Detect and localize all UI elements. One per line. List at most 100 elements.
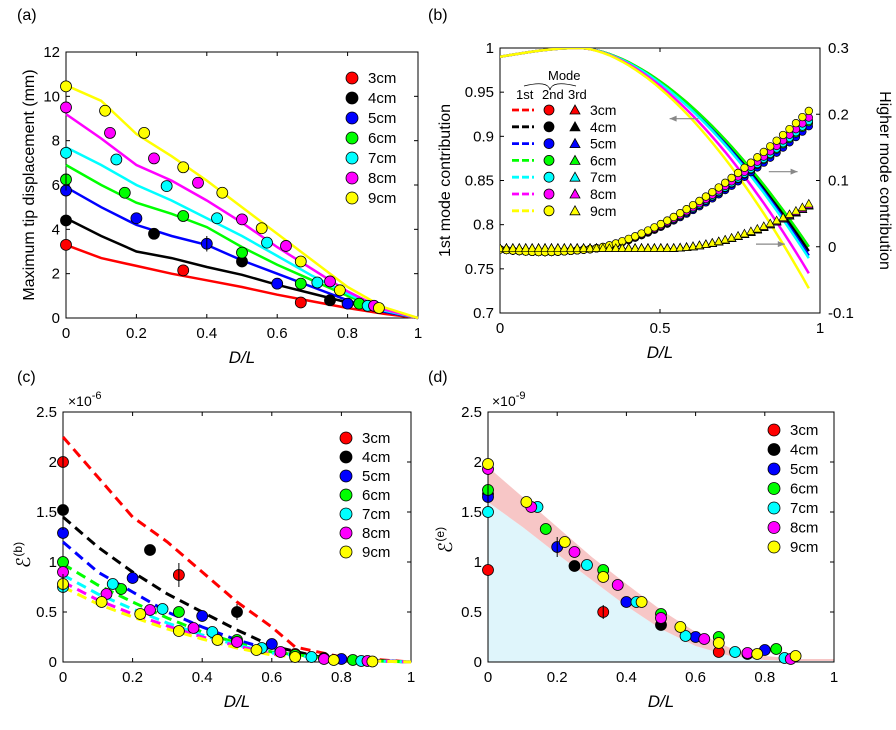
series-dashed-line-8cm — [62, 580, 412, 664]
data-point-6cm — [236, 246, 248, 259]
data-point-9cm — [99, 104, 111, 117]
third-mode-point-9cm — [565, 243, 576, 252]
legend-label: 7cm — [368, 150, 396, 167]
third-mode-point-9cm — [765, 218, 775, 228]
series-dashed-line-3cm — [61, 436, 412, 664]
third-mode-point-9cm — [546, 243, 557, 252]
y-right-tick-label: 0 — [828, 239, 836, 256]
data-point-9cm — [520, 496, 533, 508]
y-tick-label: 0.95 — [465, 84, 494, 101]
y-tick-label: 0 — [52, 310, 60, 327]
second-mode-point-9cm — [798, 112, 807, 122]
second-mode-point-9cm — [804, 106, 813, 116]
y-tick-label: 0 — [49, 654, 57, 671]
x-tick-label: 1 — [407, 669, 415, 686]
data-point-9cm — [789, 650, 802, 662]
data-point-7cm — [60, 146, 72, 159]
second-mode-point-9cm — [708, 187, 717, 197]
legend-label: 4cm — [362, 449, 390, 466]
second-mode-point-9cm — [695, 196, 704, 206]
y-right-tick-label: -0.1 — [828, 305, 854, 322]
second-mode-point-9cm — [675, 208, 685, 218]
y-tick-label: 2 — [474, 454, 482, 471]
x-tick-label: 1 — [414, 325, 422, 342]
third-mode-point-9cm — [611, 243, 621, 252]
data-point-9cm — [250, 644, 263, 656]
data-point-7cm — [106, 578, 119, 590]
data-point-8cm — [741, 647, 754, 659]
legend-label: 3cm — [790, 422, 818, 439]
second-mode-point-9cm — [727, 173, 736, 183]
second-mode-point-9cm — [740, 163, 749, 173]
y-tick-label: 0 — [474, 654, 482, 671]
x-tick-label: 0 — [496, 320, 504, 337]
x-tick-label: 0.8 — [337, 325, 358, 342]
data-point-5cm — [271, 277, 284, 290]
third-mode-point-9cm — [694, 240, 705, 250]
third-mode-point-9cm — [746, 226, 756, 235]
data-point-6cm — [118, 186, 131, 199]
third-mode-point-9cm — [572, 243, 582, 252]
legend-marker — [339, 469, 353, 483]
y-tick-label: 0.5 — [36, 604, 57, 621]
exponent-base: ×10 — [492, 393, 516, 409]
data-point-7cm — [305, 651, 318, 663]
legend-marker — [767, 501, 781, 515]
series-line-9cm — [65, 84, 419, 320]
series-dashed-line-9cm — [62, 585, 412, 664]
y-tick-label: 1.5 — [36, 504, 57, 521]
legend-marker — [345, 131, 359, 145]
legend-marker — [339, 488, 353, 502]
second-mode-point-9cm — [701, 192, 711, 201]
x-tick-label: 0.8 — [331, 669, 352, 686]
series-line-7cm — [65, 146, 419, 320]
data-point-8cm — [318, 653, 330, 665]
third-mode-point-9cm — [804, 198, 814, 208]
third-mode-point-9cm — [527, 243, 537, 252]
second-mode-point-9cm — [663, 216, 672, 225]
y-axis-superscript: (b) — [11, 542, 25, 557]
data-point-3cm — [60, 238, 72, 251]
x-tick-label: 0 — [62, 325, 70, 342]
second-mode-point-9cm — [721, 178, 730, 187]
third-mode-point-9cm — [662, 243, 673, 252]
third-mode-point-9cm — [501, 243, 512, 252]
legend-marker — [543, 104, 555, 116]
lower-shaded-area — [488, 502, 834, 662]
second-mode-point-9cm — [656, 219, 665, 229]
data-point-4cm — [148, 227, 160, 240]
data-point-5cm — [620, 596, 633, 608]
exponent-base: ×10 — [68, 393, 92, 409]
legend-label: 4cm — [790, 442, 818, 459]
legend-label: 5cm — [790, 461, 818, 478]
legend-label: 3cm — [362, 430, 390, 447]
y-right-tick-label: 0.3 — [828, 40, 849, 57]
y-axis-label: ℰ(e) — [433, 527, 457, 553]
y-tick-label: 6 — [52, 177, 60, 194]
plot-frame-top — [487, 411, 835, 663]
data-point-6cm — [177, 210, 190, 222]
panel-4: (d) 0 0.2 0.4 0.6 0.8 1 0 0.5 1 1.5 2 2.5 D/L ×10-9 ℰ(e… — [428, 369, 838, 711]
panel-2: (b) 0 0.5 1 0.7 0.75 0.8 0.85 0.9 0.95 1 D/L 1st mod… — [428, 7, 893, 362]
data-point-6cm — [539, 523, 552, 535]
data-point-7cm — [311, 276, 324, 289]
axis-arrow-head — [790, 168, 798, 175]
panel-label: (d) — [428, 369, 448, 386]
x-axis-label: D/L — [224, 692, 250, 711]
third-mode-point-9cm — [713, 236, 724, 246]
y-tick-label: 2.5 — [36, 404, 57, 421]
legend-column-label: 3rd — [568, 87, 587, 102]
third-mode-point-9cm — [778, 212, 788, 222]
third-mode-point-9cm — [520, 243, 531, 252]
x-axis-label: D/L — [229, 348, 255, 367]
legend-label: 6cm — [790, 481, 818, 498]
second-mode-point-9cm — [669, 212, 678, 222]
panel-3: (c) 0 0.2 0.4 0.6 0.8 1 0 0.5 1 1.5 2 2.5 D/L ×10-6 ℰ(b… — [11, 369, 415, 711]
legend-marker — [345, 111, 359, 125]
third-mode-point-9cm — [508, 243, 518, 252]
y-tick-label: 1 — [486, 40, 494, 57]
data-point-7cm — [581, 559, 593, 571]
legend-label: 5cm — [368, 110, 396, 127]
legend-label: 5cm — [590, 136, 616, 152]
